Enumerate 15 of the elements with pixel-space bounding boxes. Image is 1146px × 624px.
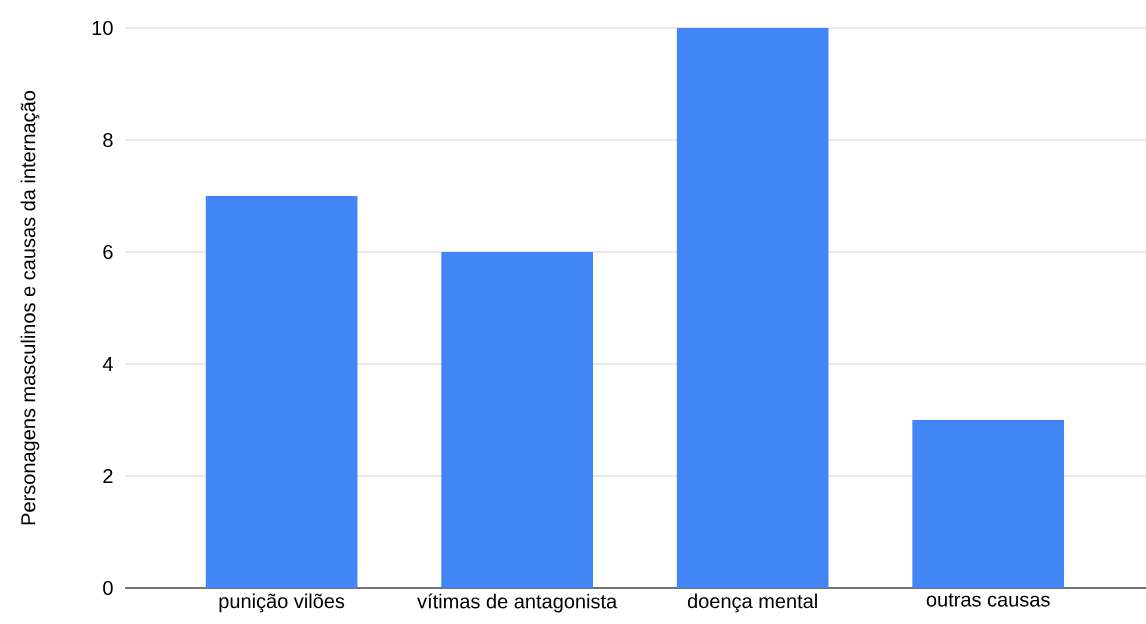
y-tick-label: 10 xyxy=(92,20,113,36)
y-tick-label: 6 xyxy=(103,244,113,260)
x-tick-label: outras causas xyxy=(926,593,1050,607)
x-tick-label: vítimas de antagonista xyxy=(417,593,618,613)
bar xyxy=(676,27,829,588)
bar xyxy=(441,252,593,588)
x-tick-label: punição vilões xyxy=(219,593,345,613)
bar xyxy=(205,196,358,588)
y-tick-label: 4 xyxy=(102,357,113,371)
y-axis-title: Personagens masculinos e causas da internação xyxy=(20,91,40,525)
x-tick-label: doença mental xyxy=(687,593,817,613)
y-tick-label: 0 xyxy=(103,580,113,596)
y-tick-label: 8 xyxy=(103,132,113,148)
bar xyxy=(912,420,1065,588)
y-tick-label: 2 xyxy=(103,469,113,483)
